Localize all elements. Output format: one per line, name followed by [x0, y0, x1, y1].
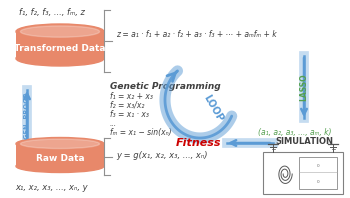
Text: z = a₁ · f₁ + a₂ · f₂ + a₃ · f₃ + ⋯ + aₘfₘ + k: z = a₁ · f₁ + a₂ · f₂ + a₃ · f₃ + ⋯ + aₘ…: [116, 30, 276, 38]
Ellipse shape: [20, 26, 100, 37]
Text: SIMULATION: SIMULATION: [275, 136, 333, 146]
Text: f₂ = x₃/x₂: f₂ = x₃/x₂: [110, 101, 144, 109]
Ellipse shape: [16, 51, 104, 66]
Text: LOOP: LOOP: [201, 93, 225, 123]
Text: f₃ = x₁ · x₃: f₃ = x₁ · x₃: [110, 109, 149, 118]
Text: ...: ...: [110, 118, 117, 128]
Text: Genetic Programming: Genetic Programming: [110, 82, 221, 90]
Text: f₁ = x₂ + x₃: f₁ = x₂ + x₃: [110, 91, 153, 101]
Ellipse shape: [16, 137, 104, 150]
Bar: [16, 144, 104, 166]
Text: GEN. PROGR.: GEN. PROGR.: [24, 89, 30, 139]
Text: Transformed Data: Transformed Data: [14, 44, 106, 53]
Ellipse shape: [16, 160, 104, 172]
Text: fₘ = x₁ − sin(xₙ): fₘ = x₁ − sin(xₙ): [110, 128, 172, 136]
Text: Fitness: Fitness: [175, 138, 221, 148]
Text: f₁, f₂, f₃, ..., fₘ, z: f₁, f₂, f₃, ..., fₘ, z: [19, 8, 85, 17]
Text: (a₁, a₂, a₃, ..., aₘ, k): (a₁, a₂, a₃, ..., aₘ, k): [258, 128, 332, 136]
Bar: [299, 157, 337, 189]
Ellipse shape: [20, 139, 100, 148]
Ellipse shape: [16, 24, 104, 39]
Text: 0: 0: [317, 180, 319, 184]
Bar: [263, 152, 343, 194]
Text: x₁, x₂, x₃, ..., xₙ, y: x₁, x₂, x₃, ..., xₙ, y: [16, 183, 88, 192]
Text: Raw Data: Raw Data: [36, 154, 84, 163]
Text: LASSO: LASSO: [300, 73, 308, 101]
Text: 0: 0: [317, 164, 319, 168]
Bar: [16, 31, 104, 58]
Text: y = g(x₁, x₂, x₃, ..., xₙ): y = g(x₁, x₂, x₃, ..., xₙ): [116, 150, 208, 160]
